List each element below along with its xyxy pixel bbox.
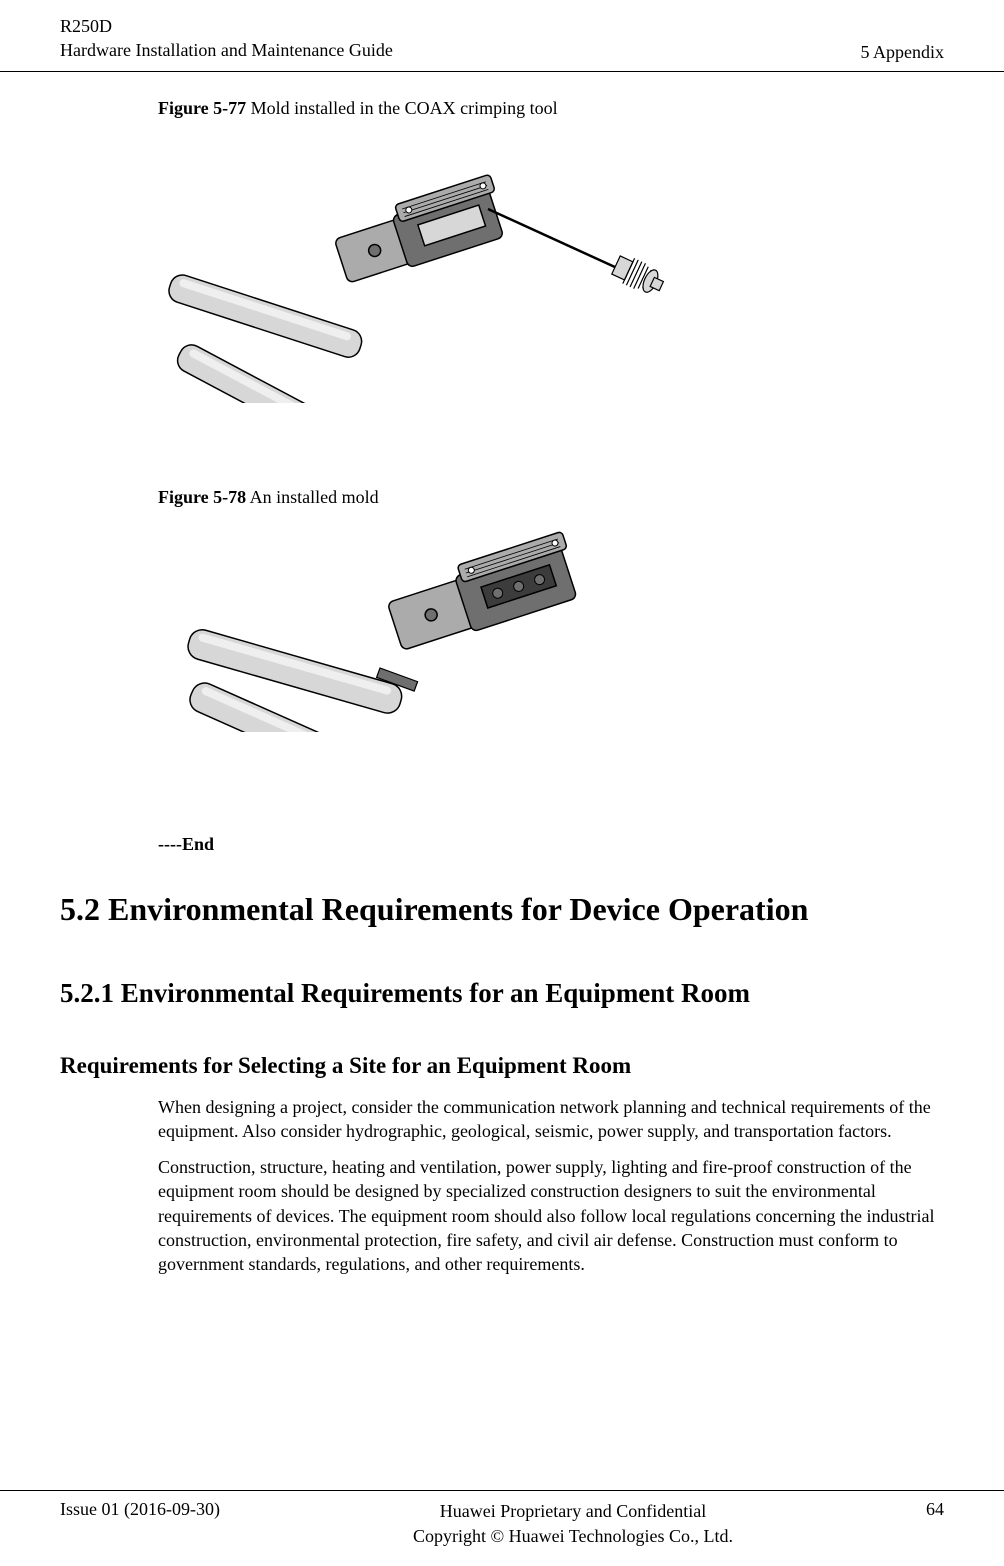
heading-5-2: 5.2 Environmental Requirements for Devic… — [60, 891, 944, 928]
crimping-tool-with-mold-icon — [168, 123, 668, 403]
header-doc-title: Hardware Installation and Maintenance Gu… — [60, 38, 393, 62]
figure-77-label: Figure 5-77 — [158, 98, 246, 118]
paragraph-1: When designing a project, consider the c… — [158, 1095, 944, 1144]
figure-78-image — [168, 512, 944, 732]
header-left: R250D Hardware Installation and Maintena… — [60, 14, 393, 63]
figure-78-label: Figure 5-78 — [158, 487, 246, 507]
figure-77-text: Mold installed in the COAX crimping tool — [246, 98, 557, 118]
heading-5-2-1: 5.2.1 Environmental Requirements for an … — [60, 978, 944, 1009]
page-content: Figure 5-77 Mold installed in the COAX c… — [0, 98, 1004, 1277]
footer-proprietary: Huawei Proprietary and Confidential — [413, 1499, 733, 1523]
footer-issue: Issue 01 (2016-09-30) — [60, 1499, 220, 1520]
footer-center: Huawei Proprietary and Confidential Copy… — [413, 1499, 733, 1548]
heading-requirements-site: Requirements for Selecting a Site for an… — [60, 1053, 944, 1079]
figure-78-caption: Figure 5-78 An installed mold — [158, 487, 944, 508]
paragraph-2: Construction, structure, heating and ven… — [158, 1155, 944, 1276]
figure-78-text: An installed mold — [246, 487, 379, 507]
page-footer: Issue 01 (2016-09-30) Huawei Proprietary… — [0, 1490, 1004, 1566]
header-model: R250D — [60, 14, 393, 38]
header-section: 5 Appendix — [861, 42, 945, 63]
figure-77-image — [168, 123, 944, 403]
end-marker: ----End — [158, 834, 944, 855]
footer-page-number: 64 — [926, 1499, 944, 1520]
crimping-tool-installed-mold-icon — [168, 512, 668, 732]
footer-copyright: Copyright © Huawei Technologies Co., Ltd… — [413, 1524, 733, 1548]
figure-77-caption: Figure 5-77 Mold installed in the COAX c… — [158, 98, 944, 119]
page-header: R250D Hardware Installation and Maintena… — [0, 0, 1004, 72]
